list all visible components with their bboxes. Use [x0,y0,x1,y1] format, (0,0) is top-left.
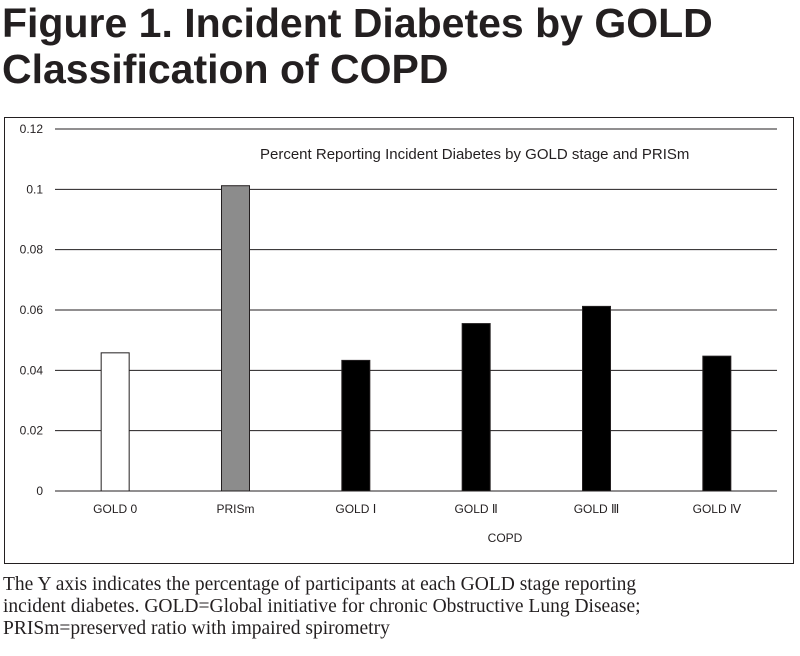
figure-title-line2: Classification of COPD [2,46,449,92]
bar [702,355,732,492]
chart-title: Percent Reporting Incident Diabetes by G… [260,146,689,163]
bar [341,359,371,492]
figure-title-line1: Figure 1. Incident Diabetes by GOLD [2,0,713,46]
y-tick-label: 0.08 [20,243,44,257]
x-tick-label: GOLD Ⅳ [693,502,741,516]
gridlines [55,128,777,492]
bar [582,305,611,492]
y-tick-label: 0.1 [26,182,43,196]
x-tick-label: GOLD Ⅰ [335,502,376,516]
bars [100,185,732,492]
y-tick-label: 0.02 [20,424,44,438]
x-tick-label: GOLD Ⅲ [574,502,620,516]
x-tick-labels: GOLD 0 PRISm GOLD Ⅰ GOLD Ⅱ GOLD Ⅲ GOLD Ⅳ [93,502,741,516]
caption-line3: PRISm=preserved ratio with impaired spir… [3,618,390,639]
y-tick-label: 0.04 [20,363,44,377]
x-tick-label: GOLD 0 [93,502,137,516]
y-tick-label: 0.06 [20,303,44,317]
x-tick-label: GOLD Ⅱ [455,502,498,516]
caption-line2: incident diabetes. GOLD=Global initiativ… [3,596,641,617]
bar [461,323,491,492]
y-tick-label: 0 [36,484,43,498]
y-tick-label: 0.12 [20,122,44,136]
figure-caption: The Y axis indicates the percentage of p… [3,574,797,640]
bar-chart: 00.020.040.060.080.10.12 GOLD 0 PRISm GOLD… [20,122,777,545]
figure-title: Figure 1. Incident Diabetes by GOLD Clas… [2,0,798,92]
x-axis-label: COPD [488,531,523,545]
x-tick-label: PRISm [216,502,254,516]
caption-line1: The Y axis indicates the percentage of p… [3,574,637,595]
bar [100,352,130,492]
y-tick-labels: 0 0.02 0.04 0.06 0.08 0.1 0.12 [20,122,44,498]
bar [221,185,250,492]
chart-frame: 0 0.02 0.04 0.06 0.08 0.1 0.12 GOLD 0 PRISm GOLD… [4,117,794,564]
